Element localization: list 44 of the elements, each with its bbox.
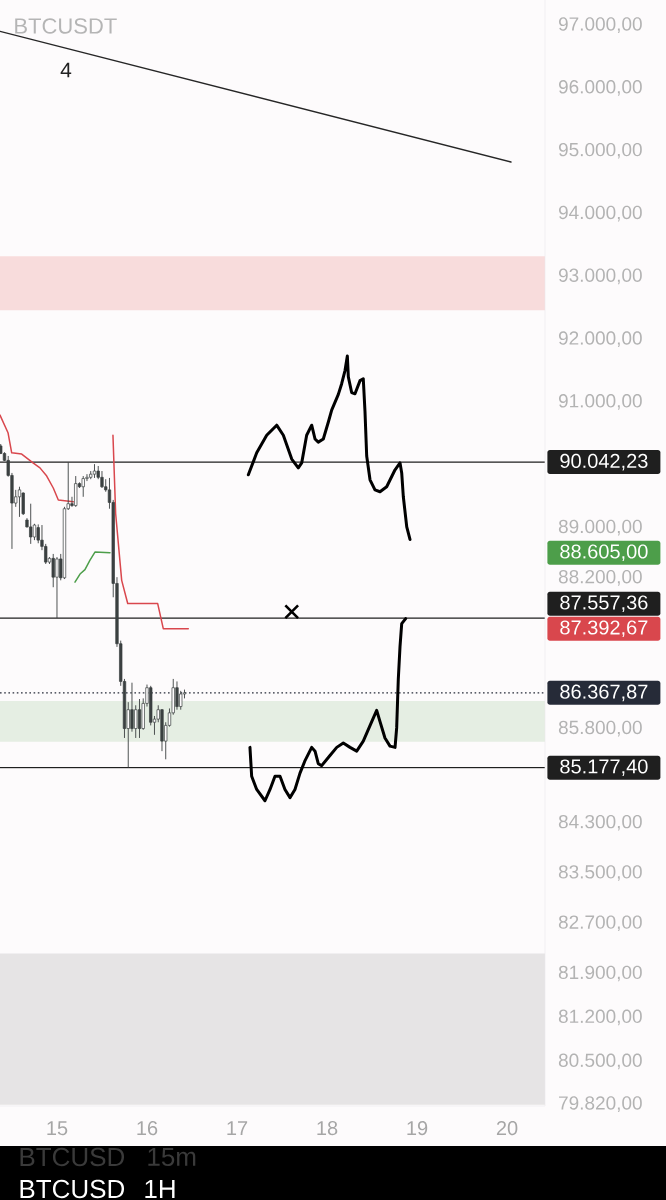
line-series [248,617,408,803]
y-tick-label: 88.200,00 [558,569,642,586]
y-tick-label: 97.000,00 [558,17,642,33]
y-tick-label: 89.000,00 [558,519,642,536]
line-series [74,551,111,583]
y-tick-label: 80.500,00 [558,1053,642,1070]
candlestick [130,682,134,733]
candlestick [175,680,179,711]
y-tick-label: 93.000,00 [558,268,642,285]
candlestick [55,556,59,619]
candlestick [134,704,138,739]
y-tick-label: 96.000,00 [558,80,642,96]
y-tick-label: 81.200,00 [558,1009,642,1026]
y-tick-label: 91.000,00 [558,394,642,410]
ref-line-label: 85.177,40 [560,759,648,776]
ref-line-label: 87.557,36 [560,595,648,612]
x-tick-label: 17 [227,1121,248,1135]
text: BTCUSD [20,1179,125,1199]
candlestick [21,491,25,516]
x-tick-label: 18 [317,1121,338,1136]
line-series [246,354,412,541]
text: BTCUSDT [15,18,117,34]
y-tick-label: 79.820,00 [559,1096,642,1112]
text: 15m [148,1147,196,1167]
text: BTCUSD [20,1147,125,1167]
y-tick-label: 85.800,00 [558,720,642,737]
y-tick-label: 82.700,00 [558,915,642,932]
annotation: 4 [60,62,72,78]
text: 88.605,00 [560,544,648,561]
text: 87.392,67 [560,620,648,637]
y-tick-label: 95.000,00 [558,142,642,159]
y-tick-label: 84.300,00 [558,814,642,831]
y-tick-label: 83.500,00 [558,865,642,881]
ref-line-label: 86.367,87 [560,684,648,702]
text: 1H [145,1180,175,1198]
x-tick-label: 19 [407,1121,428,1136]
candlestick [100,470,104,489]
y-tick-label: 92.000,00 [558,331,642,348]
ref-line-label: 90.042,23 [560,453,648,471]
x-tick-label: 16 [137,1121,158,1136]
x-tick-label: 20 [496,1121,518,1136]
y-tick-label: 81.900,00 [558,965,642,982]
y-tick-label: 94.000,00 [558,205,642,222]
x-tick-label: 15 [47,1121,68,1136]
